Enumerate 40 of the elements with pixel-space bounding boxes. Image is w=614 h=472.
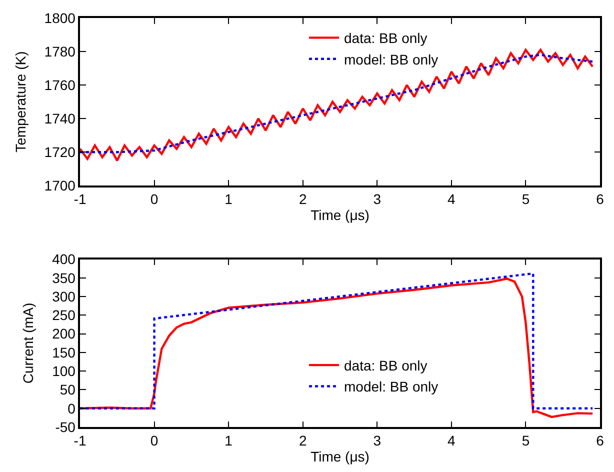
y-tick-label: 50 <box>60 382 76 398</box>
y-tick-label: 1800 <box>44 10 76 26</box>
x-tick-label: -1 <box>74 432 86 449</box>
x-tick-label: 3 <box>373 191 382 208</box>
y-tick-label: 200 <box>52 326 76 342</box>
y-tick-label: 150 <box>52 344 76 360</box>
x-tick-label: 3 <box>373 432 382 449</box>
x-axis-title: Time (μs) <box>310 448 370 464</box>
y-tick-label: 250 <box>52 307 76 324</box>
x-tick-label: 0 <box>150 191 158 208</box>
x-tick-label: 0 <box>150 432 158 449</box>
y-tick-label: 350 <box>52 270 76 286</box>
x-tick-label: 5 <box>522 191 530 208</box>
x-tick-label: 1 <box>224 191 233 208</box>
legend-label: data: BB only <box>344 30 428 46</box>
x-tick-label: 2 <box>298 432 307 449</box>
y-tick-label: 1780 <box>44 43 76 60</box>
y-tick-label: 1700 <box>44 178 76 194</box>
y-tick-label: -50 <box>55 418 76 435</box>
x-tick-label: 4 <box>448 191 456 208</box>
y-tick-label: 100 <box>52 363 76 379</box>
x-tick-label: -1 <box>74 191 86 208</box>
y-axis-title: Current (mA) <box>20 302 36 384</box>
x-tick-label: 6 <box>596 191 604 208</box>
y-axis-title: Temperature (K) <box>12 51 28 152</box>
x-tick-label: 6 <box>596 432 604 449</box>
y-tick-label: 1760 <box>44 76 76 93</box>
y-tick-label: 400 <box>52 251 76 268</box>
x-tick-label: 2 <box>298 191 307 208</box>
y-tick-label: 1720 <box>44 144 76 160</box>
x-tick-label: 1 <box>224 432 233 449</box>
x-axis-title: Time (μs) <box>310 207 370 224</box>
y-tick-label: 300 <box>52 288 76 304</box>
legend-label: model: BB only <box>344 51 438 68</box>
x-tick-label: 4 <box>448 432 456 449</box>
legend-label: data: BB only <box>344 358 428 374</box>
x-tick-label: 5 <box>522 432 530 449</box>
y-tick-label: 1740 <box>44 110 76 127</box>
y-tick-label: 0 <box>68 400 76 416</box>
legend-label: model: BB only <box>344 378 438 395</box>
